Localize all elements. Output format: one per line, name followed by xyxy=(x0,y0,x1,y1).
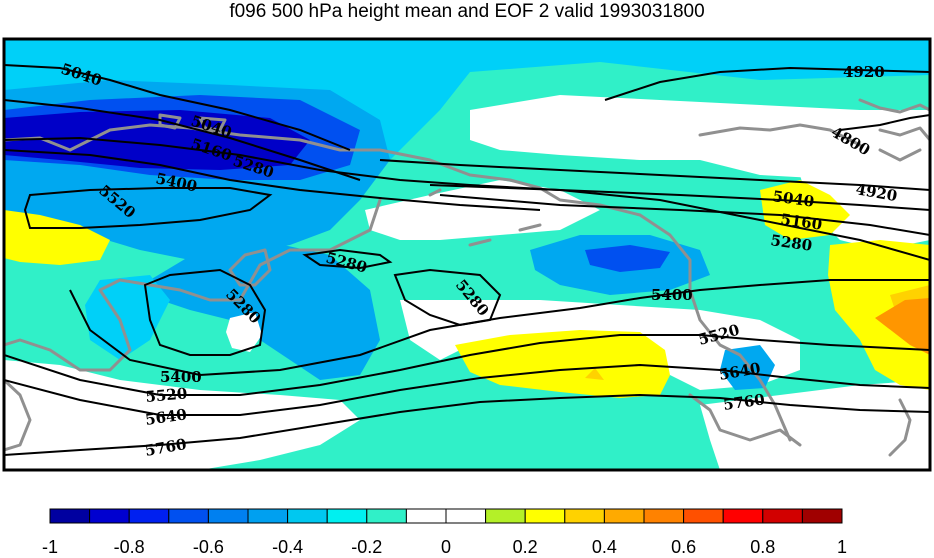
colorbar-tick-label: -0.2 xyxy=(351,537,383,557)
colorbar-tick-label: 0 xyxy=(440,537,452,557)
colorbar-swatch xyxy=(207,508,249,524)
shaded-field xyxy=(4,39,930,470)
colorbar-tick-label: 0.4 xyxy=(591,537,617,557)
field-north-white xyxy=(470,95,930,180)
contour-5520-south xyxy=(4,334,930,396)
contour-label: 5760 xyxy=(722,390,766,414)
coastline-asia-east xyxy=(4,198,382,372)
contour-5280-west-closed xyxy=(143,268,267,356)
contour-5280-central-west xyxy=(302,248,393,270)
colorbar-swatch xyxy=(524,508,566,524)
colorbar-swatch xyxy=(762,508,803,524)
coastline-arctic-east xyxy=(698,123,862,147)
field-east-orange xyxy=(875,298,930,355)
colorbar-swatch xyxy=(564,508,605,524)
colorbar-tick-label: 0.6 xyxy=(671,537,697,557)
field-west-sky xyxy=(85,275,170,360)
contour-label: 5400 xyxy=(160,368,202,386)
colorbar-swatch xyxy=(128,508,170,524)
colorbar-swatch xyxy=(405,508,447,524)
coastline-asia-north xyxy=(4,123,792,442)
colorbar-tick-label: -0.8 xyxy=(113,537,145,557)
colorbar-tick-label: -1 xyxy=(41,537,59,557)
contour-5280-northwest xyxy=(4,136,930,261)
contour-4920-east xyxy=(379,159,930,191)
colorbar-swatch xyxy=(168,508,209,524)
field-east-yellow xyxy=(828,240,930,390)
contour-label: 5040 xyxy=(771,187,815,211)
map-frame xyxy=(2,37,932,472)
colorbar-swatch xyxy=(89,508,130,524)
field-central-medblue xyxy=(585,245,670,272)
colorbar-tick-label: -0.6 xyxy=(192,537,224,557)
coastline-gulf xyxy=(688,393,802,447)
colorbar xyxy=(49,508,843,524)
field-central-yellow xyxy=(455,330,670,398)
colorbar-swatch xyxy=(801,508,843,524)
contour-5760-south xyxy=(4,393,930,456)
colorbar-tick-label: -0.4 xyxy=(272,537,304,557)
colorbar-swatch xyxy=(485,508,526,524)
coastline-korea xyxy=(228,248,272,287)
contour-label: 5160 xyxy=(779,210,823,234)
contour-5160-northwest xyxy=(4,99,361,181)
field-west-white xyxy=(226,312,262,352)
contour-label: 4920 xyxy=(843,63,885,81)
colorbar-swatch xyxy=(603,508,645,524)
colorbar-tick-label: 0.8 xyxy=(750,537,776,557)
contour-4800-northeast xyxy=(839,114,930,131)
colorbar-swatch xyxy=(683,508,724,524)
coastline-east-edge xyxy=(888,398,912,457)
map-title: f096 500 hPa height mean and EOF 2 valid… xyxy=(229,1,705,22)
contour-4920-northeast xyxy=(604,66,930,101)
colorbar-tick-label: 1 xyxy=(836,537,848,557)
contour-5160-east xyxy=(439,194,930,236)
contour-label: 5400 xyxy=(651,286,693,304)
colorbar-swatch xyxy=(49,508,91,524)
field-central-gold xyxy=(585,368,604,380)
colorbar-swatch xyxy=(247,508,289,524)
colorbar-swatch xyxy=(287,508,328,524)
coastline-peninsula-south xyxy=(4,378,32,452)
field-west-yellow xyxy=(4,210,110,265)
coastline-greenland xyxy=(858,98,930,162)
contour-5040-northwest xyxy=(4,64,351,151)
contour-label: 5640 xyxy=(144,405,188,429)
contour-5640-south xyxy=(4,363,930,416)
contour-lines xyxy=(4,64,930,456)
coastline-islands-north xyxy=(158,113,227,132)
colorbar-swatch xyxy=(722,508,764,524)
field-sa-lightblue xyxy=(720,345,775,390)
contour-5400-south xyxy=(69,279,930,377)
coastlines xyxy=(4,98,930,457)
colorbar-swatch xyxy=(326,508,368,524)
colorbar-tick-label: 0.2 xyxy=(512,537,538,557)
contour-label: 5280 xyxy=(769,231,813,255)
contour-5400-northwest xyxy=(4,149,541,211)
colorbar-swatch xyxy=(366,508,407,524)
colorbar-swatch xyxy=(445,508,487,524)
colorbar-swatch xyxy=(643,508,685,524)
contour-5040-east xyxy=(429,184,930,211)
contour-label: 5520 xyxy=(145,384,188,406)
coastline-small-islands xyxy=(428,188,542,247)
contour-5520-closed xyxy=(23,187,273,229)
